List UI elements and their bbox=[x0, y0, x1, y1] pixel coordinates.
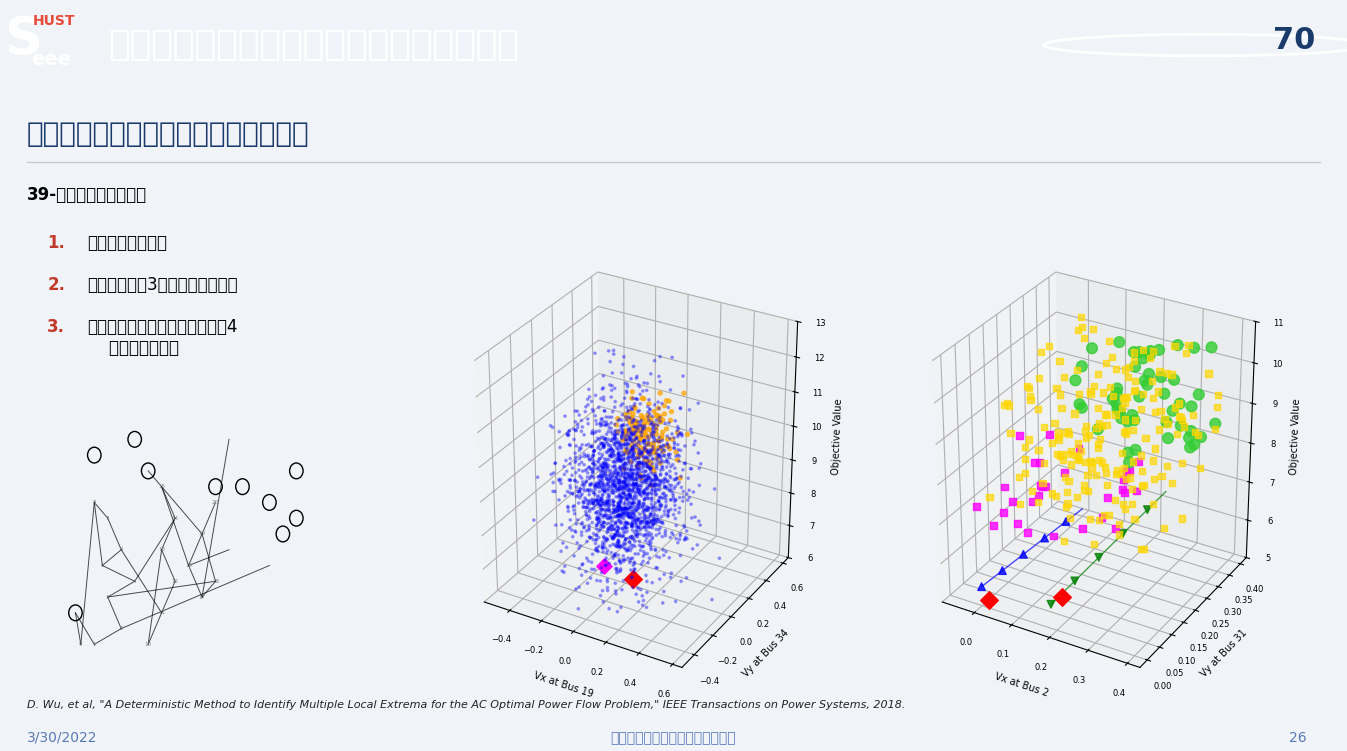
Text: eee: eee bbox=[31, 50, 71, 68]
Text: 70: 70 bbox=[1273, 26, 1315, 55]
Text: 2.: 2. bbox=[47, 276, 65, 294]
Text: D. Wu, et al, "A Deterministic Method to Identify Multiple Local Extrema for the: D. Wu, et al, "A Deterministic Method to… bbox=[27, 700, 905, 710]
Text: 非凸最优潮流问题的全局多解寻优方法: 非凸最优潮流问题的全局多解寻优方法 bbox=[27, 120, 310, 148]
Text: 16: 16 bbox=[185, 563, 193, 568]
Text: 10: 10 bbox=[144, 642, 152, 647]
Y-axis label: Vy at Bus 31: Vy at Bus 31 bbox=[1199, 628, 1249, 679]
Text: 26: 26 bbox=[1289, 731, 1307, 745]
Text: 2: 2 bbox=[120, 626, 123, 631]
Text: 8: 8 bbox=[93, 500, 96, 505]
Text: 所提全局多解寻优方法找到额外4
    个局部最优解。: 所提全局多解寻优方法找到额外4 个局部最优解。 bbox=[88, 318, 238, 357]
Text: 二阶半定规划不紧: 二阶半定规划不紧 bbox=[88, 234, 167, 252]
Text: 6: 6 bbox=[120, 547, 123, 552]
Text: 19: 19 bbox=[198, 532, 206, 536]
Text: 3/30/2022: 3/30/2022 bbox=[27, 731, 97, 745]
Text: 18: 18 bbox=[211, 579, 220, 584]
Text: 4: 4 bbox=[133, 579, 136, 584]
Text: 20: 20 bbox=[211, 500, 220, 505]
Text: 3.: 3. bbox=[47, 318, 65, 336]
Text: 15: 15 bbox=[158, 484, 166, 489]
Text: 中国电工技术学会新媒体平台发布: 中国电工技术学会新媒体平台发布 bbox=[610, 731, 737, 745]
Text: 5: 5 bbox=[101, 563, 104, 568]
Text: 1.: 1. bbox=[47, 234, 65, 252]
Text: HUST: HUST bbox=[32, 14, 75, 28]
Text: 14: 14 bbox=[171, 516, 179, 520]
Text: 17: 17 bbox=[198, 595, 206, 599]
X-axis label: Vx at Bus 19: Vx at Bus 19 bbox=[532, 671, 594, 699]
Text: 电力系统非欧几何变换：非凸最优潮流问题: 电力系统非欧几何变换：非凸最优潮流问题 bbox=[108, 28, 519, 62]
Text: 3: 3 bbox=[106, 595, 109, 599]
Text: S: S bbox=[4, 14, 42, 65]
Text: 9: 9 bbox=[79, 642, 82, 647]
Text: 1: 1 bbox=[93, 642, 96, 647]
X-axis label: Vx at Bus 2: Vx at Bus 2 bbox=[993, 671, 1049, 698]
Y-axis label: Vy at Bus 34: Vy at Bus 34 bbox=[741, 628, 791, 679]
Text: 39-节点系统结果对比：: 39-节点系统结果对比： bbox=[27, 186, 147, 204]
Text: 13: 13 bbox=[158, 547, 166, 552]
Text: 12: 12 bbox=[171, 579, 179, 584]
Text: 现有文献提供3个已知局部最优解: 现有文献提供3个已知局部最优解 bbox=[88, 276, 238, 294]
Text: 11: 11 bbox=[158, 611, 166, 615]
Text: 7: 7 bbox=[106, 516, 109, 520]
